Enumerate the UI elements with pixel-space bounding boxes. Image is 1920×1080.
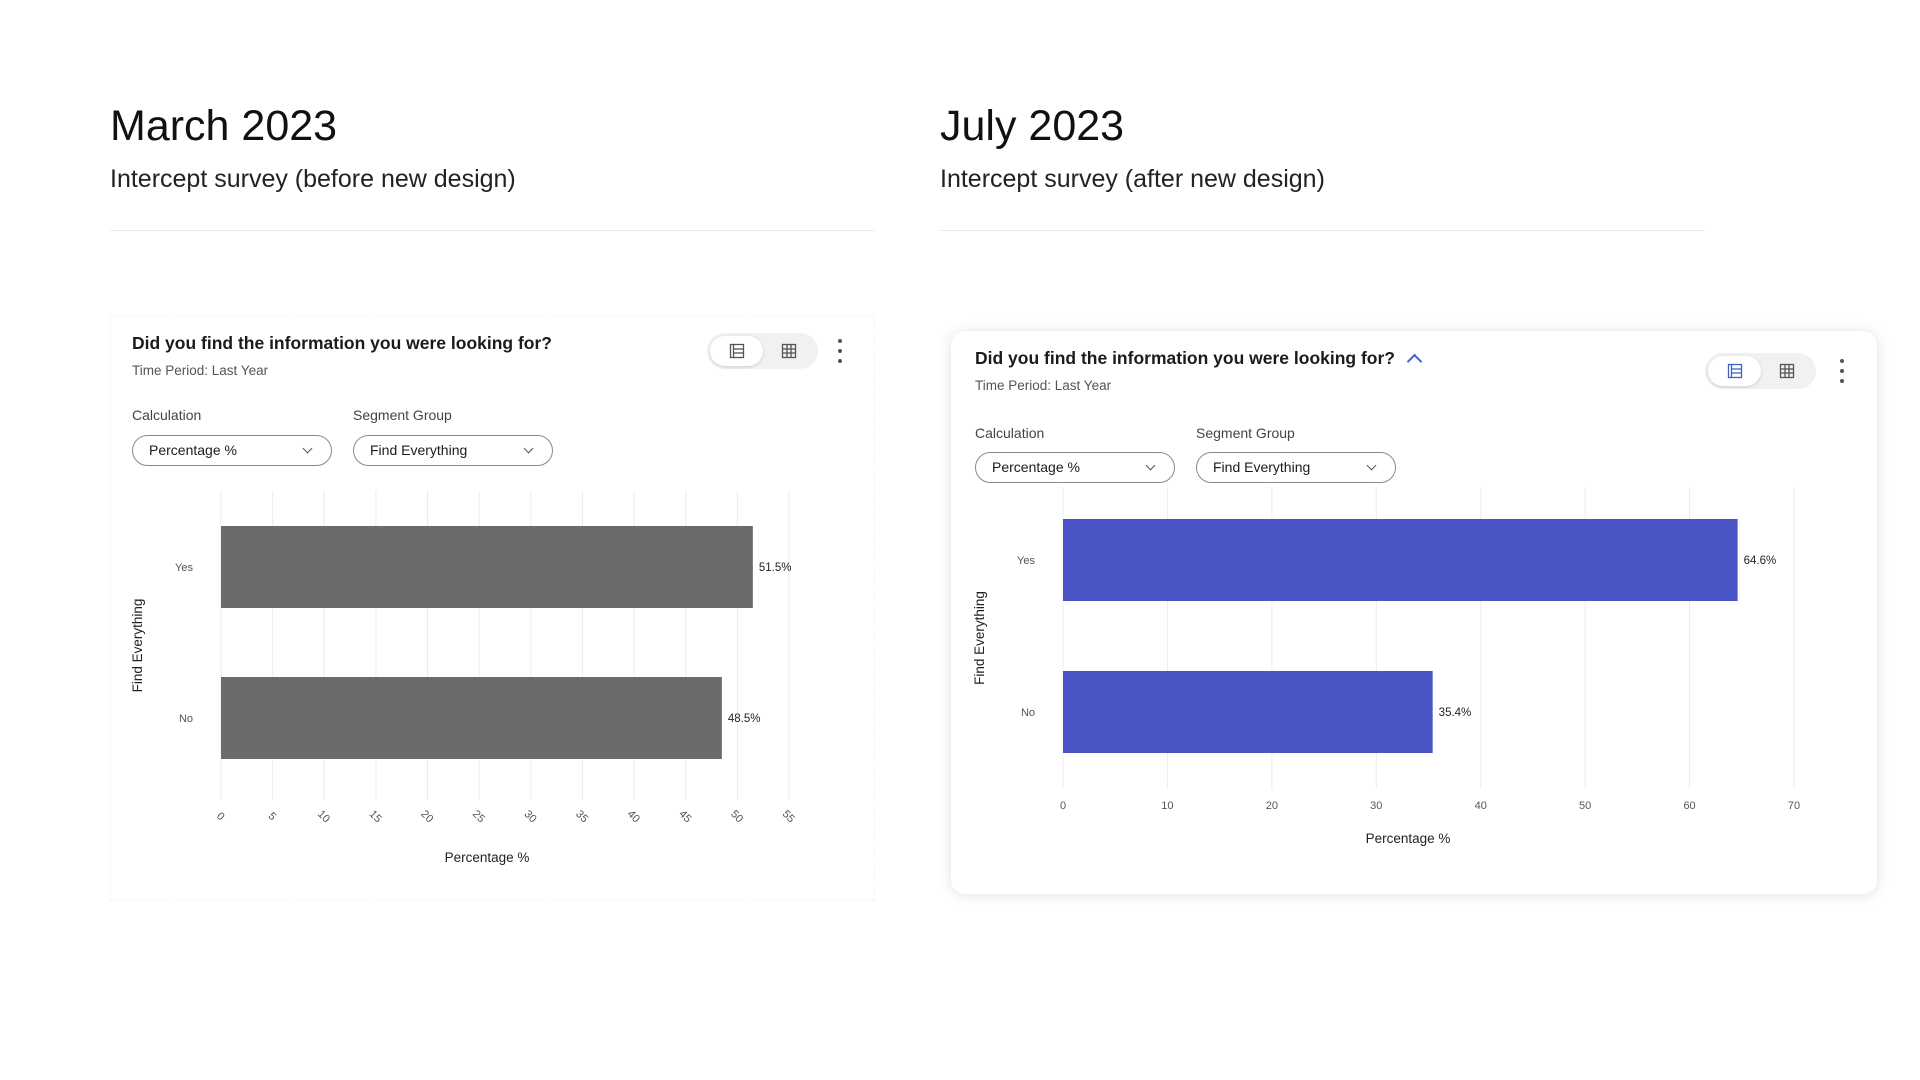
- divider: [940, 230, 1705, 231]
- segment-group-select[interactable]: Find Everything: [353, 435, 553, 466]
- survey-card-new: 64.6% Yes 35.4% No 0 10 20 30 40 50 60 70 Percentage…: [951, 331, 1877, 894]
- question-title: Did you find the information you were lo…: [132, 333, 552, 353]
- table-view-icon: [1779, 363, 1794, 379]
- segment-group-value: Find Everything: [1213, 459, 1311, 475]
- table-view-button[interactable]: [1760, 356, 1813, 386]
- data-label: 64.6%: [1744, 555, 1777, 567]
- tick-label: 10: [315, 808, 332, 825]
- divider: [110, 230, 875, 231]
- data-label: 35.4%: [1439, 707, 1472, 719]
- x-axis-title: Percentage %: [1366, 831, 1451, 846]
- category-label: No: [179, 713, 193, 725]
- chevron-down-icon: [302, 443, 313, 454]
- calculation-label: Calculation: [132, 407, 202, 423]
- tick-label: 15: [367, 808, 384, 825]
- data-label: 48.5%: [728, 713, 761, 725]
- tick-label: 40: [1475, 800, 1487, 812]
- chevron-down-icon: [523, 443, 534, 454]
- chart-view-icon: [1727, 363, 1742, 379]
- tick-label: 40: [625, 808, 642, 825]
- tick-label: 20: [418, 808, 435, 825]
- segment-group-label: Segment Group: [353, 407, 452, 423]
- tick-label: 50: [1579, 800, 1591, 812]
- tick-label: 60: [1683, 800, 1695, 812]
- tick-label: 0: [214, 810, 227, 823]
- header-old: March 2023 Intercept survey (before new …: [110, 100, 875, 231]
- tick-label: 45: [676, 808, 693, 825]
- chevron-down-icon: [1366, 460, 1377, 471]
- category-label: No: [1021, 707, 1035, 719]
- tick-label: 55: [780, 808, 797, 825]
- question-title-text: Did you find the information you were lo…: [975, 348, 1395, 368]
- more-vertical-icon[interactable]: [1837, 359, 1847, 383]
- calculation-value: Percentage %: [149, 442, 237, 458]
- view-toggle: [707, 333, 818, 369]
- bar: [1063, 671, 1433, 753]
- chart-view-button[interactable]: [1708, 356, 1761, 386]
- calculation-label: Calculation: [975, 425, 1045, 441]
- survey-card-old: 51.5% Yes 48.5% No 0 5 10 15 20 25 30 35 40 45 50 55 Per…: [110, 316, 875, 901]
- bar: [221, 677, 722, 759]
- time-period: Time Period: Last Year: [975, 378, 1112, 393]
- header-new: July 2023 Intercept survey (after new de…: [940, 100, 1705, 231]
- calculation-select[interactable]: Percentage %: [132, 435, 332, 466]
- panel-heading: July 2023: [940, 102, 1125, 150]
- segment-group-label: Segment Group: [1196, 425, 1295, 441]
- chart-view-button[interactable]: [710, 336, 763, 366]
- more-vertical-icon[interactable]: [835, 339, 845, 363]
- table-view-button[interactable]: [762, 336, 815, 366]
- tick-label: 30: [1370, 800, 1382, 812]
- segment-group-select[interactable]: Find Everything: [1196, 452, 1396, 483]
- tick-label: 25: [470, 808, 487, 825]
- y-axis-title: Find Everything: [130, 599, 145, 693]
- tick-label: 35: [573, 808, 590, 825]
- bar-chart-new: 64.6% Yes 35.4% No 0 10 20 30 40 50 60 70 Percentage…: [972, 487, 1800, 846]
- view-toggle: [1705, 353, 1816, 389]
- tick-label: 0: [1060, 800, 1066, 812]
- chart-view-icon: [729, 343, 744, 359]
- calculation-value: Percentage %: [992, 459, 1080, 475]
- panel-subheading: Intercept survey (after new design): [940, 165, 1325, 193]
- segment-group-value: Find Everything: [370, 442, 468, 458]
- bar: [1063, 519, 1738, 601]
- bar: [221, 526, 753, 608]
- tick-label: 5: [266, 810, 279, 823]
- panel-heading: March 2023: [110, 102, 338, 150]
- chevron-down-icon: [1145, 460, 1156, 471]
- time-period: Time Period: Last Year: [132, 363, 269, 378]
- y-axis-title: Find Everything: [972, 591, 987, 685]
- calculation-select[interactable]: Percentage %: [975, 452, 1175, 483]
- panel-subheading: Intercept survey (before new design): [110, 165, 516, 193]
- data-label: 51.5%: [759, 562, 792, 574]
- category-label: Yes: [1017, 555, 1035, 567]
- tick-label: 10: [1161, 800, 1173, 812]
- table-view-icon: [781, 343, 796, 359]
- category-label: Yes: [175, 562, 193, 574]
- question-title: Did you find the information you were lo…: [975, 348, 1423, 370]
- tick-label: 70: [1788, 800, 1800, 812]
- tick-label: 30: [522, 808, 539, 825]
- chevron-up-icon[interactable]: [1406, 353, 1423, 370]
- bar-chart-old: 51.5% Yes 48.5% No 0 5 10 15 20 25 30 35 40 45 50 55 Per…: [130, 491, 797, 865]
- x-axis-title: Percentage %: [445, 850, 530, 865]
- tick-label: 50: [728, 808, 745, 825]
- tick-label: 20: [1266, 800, 1278, 812]
